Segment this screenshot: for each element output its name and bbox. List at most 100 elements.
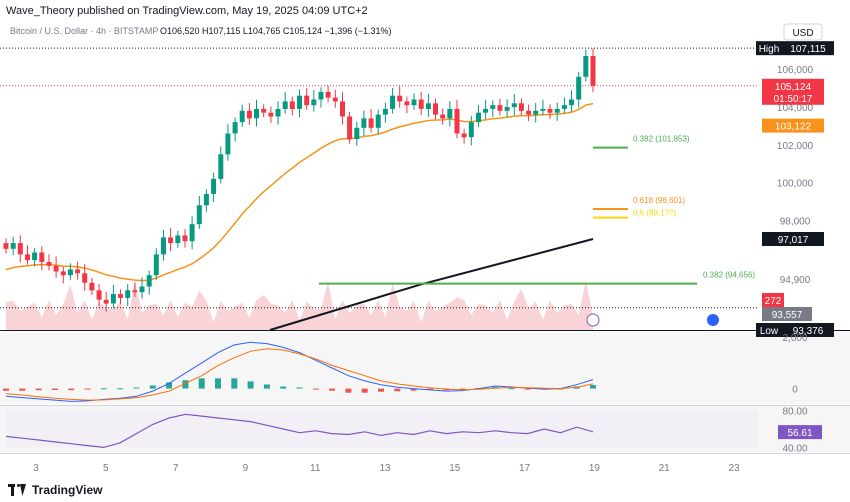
publish-header: Wave_Theory published on TradingView.com… (6, 5, 368, 17)
x-tick-label: 13 (379, 463, 391, 474)
y-tick-label: 102,000 (777, 141, 814, 152)
candle-body (75, 269, 81, 274)
last-price-bg (762, 78, 824, 105)
legend-ohlc: O106,520 H107,115 L104,765 C105,124 −1,3… (160, 26, 392, 36)
low-label: Low (760, 326, 779, 337)
macd-histogram-bar (19, 388, 26, 391)
macd-histogram-bar (68, 388, 75, 391)
candle-body (518, 103, 524, 111)
macd-histogram-bar (394, 388, 401, 392)
candle-body (211, 178, 217, 194)
candle-body (504, 107, 510, 111)
candle-body (182, 235, 188, 242)
high-label: High (759, 44, 780, 55)
candle-body (175, 235, 181, 244)
candle-body (590, 56, 596, 86)
rsi-band (6, 410, 758, 448)
currency-button-label: USD (792, 28, 813, 39)
candle-body (340, 101, 345, 117)
candle-body (289, 101, 295, 109)
candle-body (347, 116, 353, 140)
chart-canvas[interactable]: Bitcoin / U.S. Dollar · 4h · BITSTAMP O1… (0, 22, 850, 478)
x-tick-label: 9 (243, 463, 249, 474)
macd-signal-line (5, 348, 594, 401)
ema50-price-tag: 103,122 (775, 122, 812, 133)
volume-tag: 272 (765, 296, 782, 307)
candle-body (239, 110, 245, 123)
candle-body (32, 252, 38, 261)
macd-histogram-bar (84, 388, 91, 390)
macd-histogram-bar (410, 388, 417, 391)
candle-body (304, 95, 310, 106)
x-tick-label: 19 (589, 463, 601, 474)
candle-body (311, 99, 317, 106)
candle-body (118, 294, 123, 298)
candle-body (390, 95, 396, 109)
grey-tag-bg (762, 307, 812, 321)
candle-body (261, 108, 267, 113)
candle-body (490, 105, 496, 109)
pane-separator (0, 453, 850, 454)
candle-body (132, 290, 138, 293)
low-value-bg (782, 323, 834, 337)
high-label-bg (756, 41, 782, 56)
candle-body (232, 122, 238, 134)
candle-body (225, 133, 231, 155)
macd-histogram-bar (524, 388, 531, 390)
candle-body (189, 224, 195, 242)
candle-body (368, 118, 374, 128)
candle-body (96, 290, 102, 300)
macd-histogram-bar (182, 380, 189, 389)
candle-body (576, 76, 582, 100)
candle-body (82, 273, 88, 283)
candle-body (361, 118, 367, 128)
macd-tick-label: 0 (792, 385, 798, 396)
candle-body (318, 91, 324, 100)
candle-body (483, 108, 489, 113)
candle-body (89, 282, 95, 291)
macd-histogram-bar (149, 385, 156, 389)
us-flag-icon (707, 314, 719, 326)
candle-body (569, 99, 574, 106)
ema200-line (269, 238, 594, 331)
candle-body (125, 290, 131, 298)
fib-label-1: 0.382 (101,853) (633, 135, 690, 144)
rsi-tick-label: 80.00 (782, 407, 807, 418)
y-tick-label: 100,000 (777, 179, 814, 190)
lightning-event-icon (586, 313, 600, 327)
legend-symbol: Bitcoin / U.S. Dollar · 4h · BITSTAMP (10, 26, 158, 36)
candle-body (397, 95, 403, 102)
candle-body (433, 103, 438, 115)
candle-body (454, 108, 460, 134)
countdown-label: 01:50:17 (774, 94, 813, 105)
macd-tick-label: 2,000 (782, 333, 807, 344)
high-value-bg (782, 41, 834, 56)
candle-body (254, 108, 259, 119)
candle-body (425, 103, 431, 109)
candle-body (583, 56, 589, 77)
candle-body (497, 105, 503, 111)
x-tick-label: 7 (173, 463, 179, 474)
candle-body (218, 154, 224, 179)
candle-body (17, 243, 23, 255)
macd-histogram-bar (100, 388, 107, 390)
macd-histogram-bar (247, 381, 254, 389)
candle-body (547, 108, 553, 113)
y-tick-label: 94,900 (780, 275, 811, 286)
tradingview-logo-icon (8, 484, 26, 496)
candle-body (540, 108, 546, 111)
macd-histogram-bar (133, 387, 140, 389)
macd-histogram-bar (263, 384, 270, 389)
candle-body (67, 269, 73, 276)
candle-body (282, 101, 288, 109)
candle-body (411, 99, 417, 106)
candle-body (476, 112, 481, 123)
candle-body (447, 108, 453, 119)
candle-body (533, 110, 539, 115)
footer: TradingView (0, 478, 850, 502)
volume-tag-bg (762, 293, 784, 307)
ema50-line (5, 102, 594, 282)
rsi-value-tag: 56.61 (787, 428, 812, 439)
macd-histogram-bar (215, 378, 221, 389)
grey-tag: 93,557 (772, 310, 803, 321)
